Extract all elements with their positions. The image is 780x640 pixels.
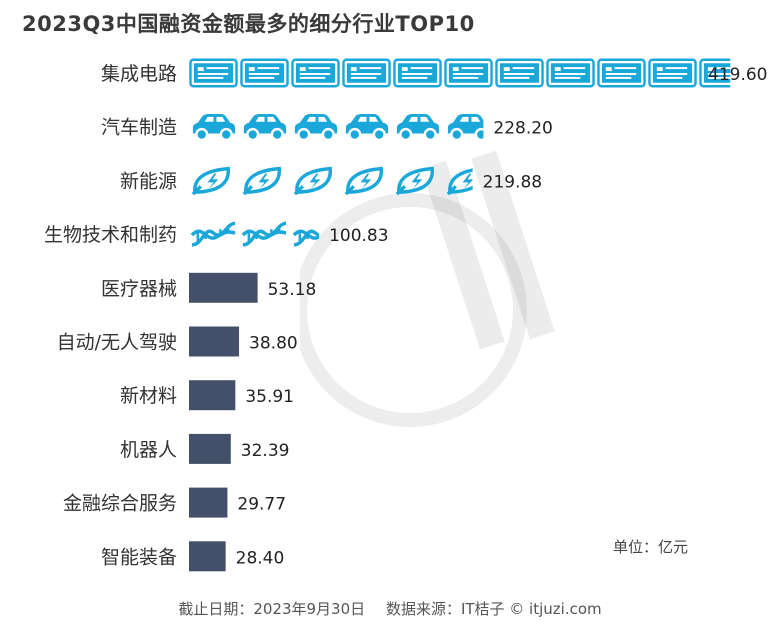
value-label: 29.77 [237,495,286,515]
bar [189,487,228,518]
unit-label: 单位：亿元 [613,538,689,556]
leaf-icon [344,166,384,196]
bar [189,380,236,411]
bar-chip-icon [189,58,731,88]
car-icon [191,112,237,142]
chip-icon [291,58,340,88]
category-label: 汽车制造 [101,117,177,139]
footer-source: 数据来源：IT桔子 © itjuzi.com [385,600,602,618]
bar [189,541,226,572]
leaf-icon [446,166,473,196]
dna-icon [241,221,288,247]
chip-icon [342,58,391,88]
value-label: 219.88 [483,172,542,192]
value-label: 32.39 [241,441,290,461]
footer: 截止日期：2023年9月30日 数据来源：IT桔子 © itjuzi.com [0,598,780,619]
category-label: 自动/无人驾驶 [57,332,177,354]
chip-icon [495,58,544,88]
bar-leaf-icon [191,166,473,196]
car-icon [446,112,484,142]
dna-icon [190,221,237,247]
value-label: 38.80 [249,334,298,354]
bar-car-icon [191,112,484,142]
bar [189,433,231,464]
chip-icon [648,58,697,88]
category-label: 医疗器械 [101,278,177,300]
car-icon [242,112,288,142]
chip-icon [240,58,289,88]
chip-icon [444,58,493,88]
value-label: 28.40 [236,548,285,568]
chip-icon [597,58,646,88]
category-label: 新能源 [120,170,177,192]
category-label: 新材料 [120,385,177,407]
category-label: 智能装备 [101,546,177,568]
car-icon [344,112,390,142]
leaf-icon [242,166,282,196]
category-label: 集成电路 [101,63,177,85]
leaf-icon [395,166,435,196]
value-label: 419.60 [708,65,767,85]
leaf-icon [191,166,231,196]
bar-dna-icon [190,221,320,247]
category-label: 机器人 [120,439,177,461]
value-label: 35.91 [245,387,294,407]
footer-deadline: 截止日期：2023年9月30日 [178,600,366,618]
bar [189,326,240,357]
value-label: 228.20 [493,119,552,139]
car-icon [395,112,441,142]
chip-icon [546,58,595,88]
leaf-icon [293,166,333,196]
chart-title: 2023Q3中国融资金额最多的细分行业TOP10 [22,12,475,36]
value-label: 53.18 [268,280,317,300]
value-label: 100.83 [329,226,388,246]
category-label: 金融综合服务 [63,493,177,515]
category-label: 生物技术和制药 [44,224,177,246]
chip-icon [189,58,238,88]
car-icon [293,112,339,142]
bar [189,272,258,303]
chip-icon [393,58,442,88]
